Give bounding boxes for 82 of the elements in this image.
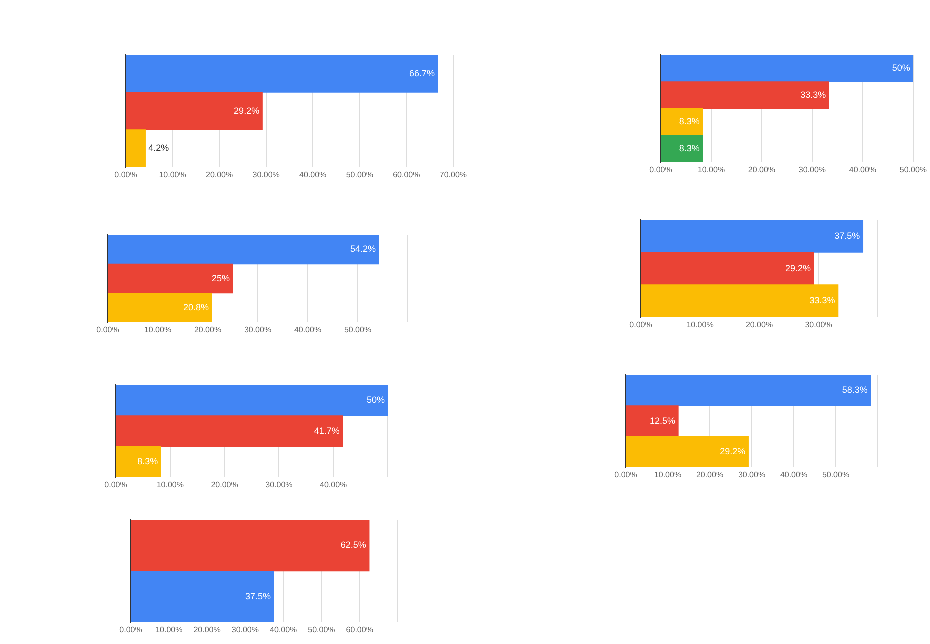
x-tick-label: 20.00% <box>211 480 238 490</box>
x-tick-label: 0.00% <box>120 625 142 634</box>
x-tick-label: 20.00% <box>696 470 724 480</box>
bar <box>641 252 814 286</box>
x-tick-label: 20.00% <box>194 625 221 634</box>
bar <box>126 92 263 130</box>
x-tick-label: 0.00% <box>650 165 672 174</box>
bar <box>626 375 872 406</box>
data-label: 66.7% <box>409 68 435 78</box>
data-label: 8.3% <box>679 116 700 127</box>
x-tick-label: 50.00% <box>308 625 336 634</box>
bar <box>661 108 704 136</box>
bar <box>641 220 864 253</box>
x-tick-label: 20.00% <box>748 165 776 174</box>
data-label: 29.2% <box>234 106 260 116</box>
bar <box>108 235 380 265</box>
data-label: 4.2% <box>148 143 170 154</box>
x-tick-label: 10.00% <box>144 325 172 334</box>
bar <box>116 385 388 416</box>
data-label: 29.2% <box>720 446 746 457</box>
data-label: 54.2% <box>350 244 376 254</box>
x-tick-label: 40.00% <box>300 170 327 180</box>
data-label: 41.7% <box>314 426 340 436</box>
bar <box>126 55 438 93</box>
bar <box>661 82 830 110</box>
bar <box>116 446 162 478</box>
data-label: 20.8% <box>183 302 209 312</box>
x-tick-label: 30.00% <box>738 470 766 480</box>
x-tick-label: 30.00% <box>805 320 832 330</box>
x-tick-label: 30.00% <box>232 625 259 634</box>
data-label: 33.3% <box>800 90 826 100</box>
x-tick-label: 50.00% <box>900 165 928 174</box>
bar <box>626 406 679 437</box>
x-tick-label: 60.00% <box>346 625 374 634</box>
data-label: 37.5% <box>834 230 860 241</box>
bar <box>661 135 704 162</box>
x-tick-label: 10.00% <box>156 625 183 634</box>
x-tick-label: 30.00% <box>244 325 272 334</box>
x-tick-label: 0.00% <box>614 470 638 480</box>
x-tick-label: 50.00% <box>346 170 374 180</box>
x-tick-label: 0.00% <box>114 170 138 180</box>
x-tick-label: 30.00% <box>266 480 293 490</box>
x-tick-label: 40.00% <box>780 470 808 480</box>
x-tick-label: 70.00% <box>440 170 468 180</box>
x-tick-label: 0.00% <box>104 480 128 490</box>
x-tick-label: 60.00% <box>393 170 420 180</box>
bar <box>641 284 839 318</box>
x-tick-label: 0.00% <box>96 325 120 334</box>
x-tick-label: 20.00% <box>206 170 234 180</box>
x-tick-label: 40.00% <box>849 165 877 174</box>
x-tick-label: 40.00% <box>270 625 298 634</box>
x-tick-label: 10.00% <box>156 480 184 490</box>
bar <box>626 436 749 468</box>
data-label: 58.3% <box>842 385 868 396</box>
x-tick-label: 50.00% <box>344 325 372 334</box>
bar <box>108 264 234 294</box>
data-label: 8.3% <box>679 143 700 154</box>
x-tick-label: 10.00% <box>686 320 714 330</box>
bar <box>116 416 344 447</box>
x-tick-label: 40.00% <box>320 480 348 490</box>
x-tick-label: 40.00% <box>294 325 322 334</box>
x-tick-label: 20.00% <box>746 320 774 330</box>
x-tick-label: 50.00% <box>822 470 850 480</box>
data-label: 12.5% <box>650 416 676 426</box>
bar <box>126 130 146 168</box>
x-tick-label: 30.00% <box>798 165 826 174</box>
x-tick-label: 30.00% <box>252 170 280 180</box>
data-label: 8.3% <box>138 456 158 467</box>
data-label: 37.5% <box>246 591 272 602</box>
bar <box>661 55 914 82</box>
bar <box>108 293 212 322</box>
x-tick-label: 10.00% <box>654 470 682 480</box>
data-label: 50% <box>892 63 910 74</box>
data-label: 50% <box>366 395 385 406</box>
x-tick-label: 10.00% <box>698 165 726 174</box>
x-tick-label: 20.00% <box>194 325 222 334</box>
data-label: 29.2% <box>785 263 812 274</box>
data-label: 62.5% <box>340 540 366 550</box>
data-label: 33.3% <box>810 296 836 306</box>
x-tick-label: 10.00% <box>159 170 186 180</box>
data-label: 25% <box>212 273 230 284</box>
x-tick-label: 0.00% <box>630 320 652 330</box>
